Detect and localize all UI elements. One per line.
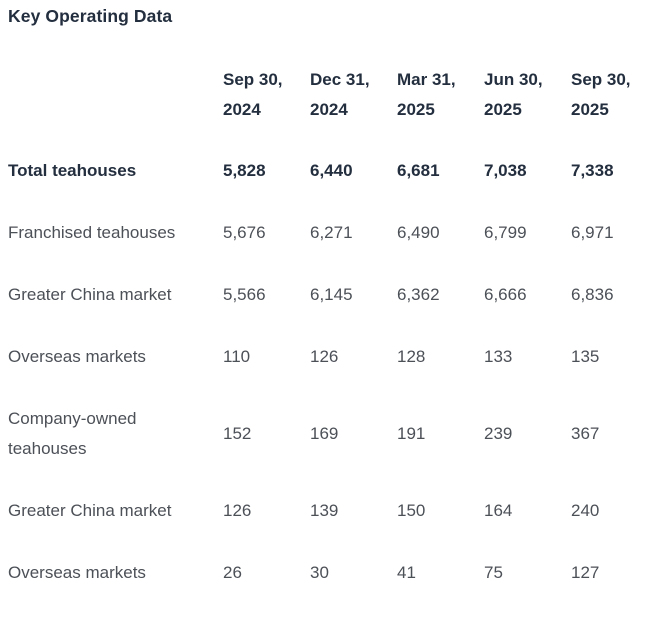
- value-cell: 75: [484, 563, 503, 582]
- value-cell: 6,490: [397, 223, 440, 242]
- value-cell: 6,681: [397, 161, 440, 180]
- row-label: Overseas markets: [8, 347, 146, 366]
- value-cell: 41: [397, 563, 416, 582]
- value-cell: 110: [223, 347, 251, 366]
- column-header-mar-2025: Mar 31, 2025: [397, 70, 456, 119]
- value-cell: 191: [397, 424, 426, 443]
- column-header-dec-2024: Dec 31, 2024: [310, 70, 370, 119]
- table-row-franchised-overseas: Overseas markets 110 126 128 133 135: [8, 326, 658, 388]
- value-cell: 7,038: [484, 161, 527, 180]
- table-row-franchised-teahouses: Franchised teahouses 5,676 6,271 6,490 6…: [8, 202, 658, 264]
- value-cell: 6,799: [484, 223, 527, 242]
- header-row: Sep 30, 2024 Dec 31, 2024 Mar 31, 2025 J…: [8, 65, 658, 140]
- table-row-franchised-greater-china: Greater China market 5,566 6,145 6,362 6…: [8, 264, 658, 326]
- value-cell: 128: [397, 347, 426, 366]
- value-cell: 240: [571, 501, 600, 520]
- value-cell: 150: [397, 501, 426, 520]
- value-cell: 164: [484, 501, 513, 520]
- value-cell: 139: [310, 501, 339, 520]
- column-header-jun-2025: Jun 30, 2025: [484, 70, 543, 119]
- value-cell: 127: [571, 563, 600, 582]
- value-cell: 5,566: [223, 285, 266, 304]
- value-cell: 5,676: [223, 223, 266, 242]
- value-cell: 367: [571, 424, 600, 443]
- column-header-sep-2025: Sep 30, 2025: [571, 70, 631, 119]
- table-row-company-owned-teahouses: Company-owned teahouses 152 169 191 239 …: [8, 388, 658, 480]
- row-label: Company-owned teahouses: [8, 409, 137, 458]
- value-cell: 6,362: [397, 285, 440, 304]
- value-cell: 239: [484, 424, 513, 443]
- value-cell: 6,145: [310, 285, 353, 304]
- value-cell: 133: [484, 347, 513, 366]
- value-cell: 5,828: [223, 161, 266, 180]
- row-label: Total teahouses: [8, 161, 137, 180]
- value-cell: 169: [310, 424, 339, 443]
- value-cell: 135: [571, 347, 600, 366]
- row-label: Franchised teahouses: [8, 223, 176, 242]
- value-cell: 6,666: [484, 285, 527, 304]
- value-cell: 152: [223, 424, 252, 443]
- table-row-total-teahouses: Total teahouses 5,828 6,440 6,681 7,038 …: [8, 140, 658, 202]
- table-row-company-owned-greater-china: Greater China market 126 139 150 164 240: [8, 480, 658, 542]
- column-header-sep-2024: Sep 30, 2024: [223, 70, 283, 119]
- value-cell: 30: [310, 563, 329, 582]
- value-cell: 6,836: [571, 285, 614, 304]
- value-cell: 26: [223, 563, 242, 582]
- value-cell: 6,271: [310, 223, 353, 242]
- key-operating-data-table: Sep 30, 2024 Dec 31, 2024 Mar 31, 2025 J…: [8, 65, 658, 604]
- row-label: Greater China market: [8, 501, 172, 520]
- table-row-company-owned-overseas: Overseas markets 26 30 41 75 127: [8, 542, 658, 604]
- value-cell: 6,971: [571, 223, 614, 242]
- row-label: Overseas markets: [8, 563, 146, 582]
- value-cell: 126: [310, 347, 339, 366]
- row-label: Greater China market: [8, 285, 172, 304]
- page-title: Key Operating Data: [8, 6, 173, 26]
- value-cell: 7,338: [571, 161, 614, 180]
- value-cell: 126: [223, 501, 252, 520]
- value-cell: 6,440: [310, 161, 353, 180]
- corner-cell: [8, 65, 223, 140]
